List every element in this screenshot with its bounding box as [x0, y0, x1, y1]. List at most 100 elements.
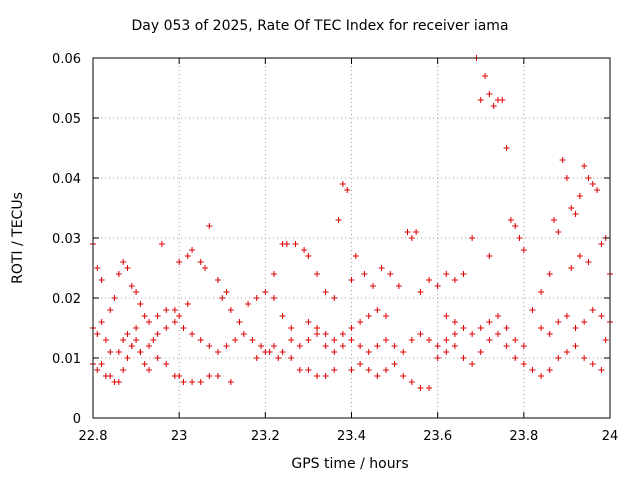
data-point [469, 331, 476, 337]
data-point [296, 343, 303, 349]
data-point [589, 307, 596, 313]
data-point [180, 325, 187, 331]
data-point [529, 307, 536, 313]
data-point [253, 295, 260, 301]
data-point [503, 325, 510, 331]
data-point [404, 229, 411, 235]
data-point [180, 379, 187, 385]
y-tick-label: 0 [73, 412, 81, 427]
data-point [589, 361, 596, 367]
x-tick-label: 23.8 [509, 429, 538, 444]
data-point [494, 313, 501, 319]
data-point [163, 307, 170, 313]
data-point [331, 367, 338, 373]
data-point [460, 271, 467, 277]
data-point [141, 313, 148, 319]
data-point [107, 373, 114, 379]
x-axis-label: GPS time / hours [291, 456, 409, 472]
y-tick-label: 0.01 [52, 352, 81, 367]
data-point [443, 313, 450, 319]
data-point [546, 331, 553, 337]
data-point [374, 307, 381, 313]
data-point [486, 337, 493, 343]
data-point [339, 181, 346, 187]
data-point [443, 271, 450, 277]
data-point [305, 253, 312, 259]
data-point [214, 349, 221, 355]
data-point [305, 367, 312, 373]
data-point [374, 343, 381, 349]
data-point [102, 337, 109, 343]
data-point [206, 223, 213, 229]
data-point [120, 259, 127, 265]
data-point [382, 313, 389, 319]
data-point [94, 265, 101, 271]
data-point [520, 247, 527, 253]
data-point [512, 337, 519, 343]
data-point [137, 349, 144, 355]
data-point [460, 355, 467, 361]
data-point [486, 319, 493, 325]
data-point [206, 343, 213, 349]
data-point [581, 319, 588, 325]
data-point [120, 367, 127, 373]
data-point [572, 343, 579, 349]
data-point [348, 337, 355, 343]
data-point [585, 259, 592, 265]
data-point [572, 325, 579, 331]
data-point [344, 187, 351, 193]
data-point [602, 337, 609, 343]
data-point [451, 277, 458, 283]
data-point [568, 205, 575, 211]
data-point [443, 349, 450, 355]
data-point [486, 91, 493, 97]
data-point [382, 367, 389, 373]
y-tick-label: 0.02 [52, 292, 81, 307]
data-point [365, 367, 372, 373]
data-point [219, 295, 226, 301]
data-point [434, 283, 441, 289]
data-point [98, 361, 105, 367]
data-point [262, 289, 269, 295]
data-point [507, 217, 514, 223]
data-point [598, 367, 605, 373]
data-point [395, 283, 402, 289]
data-point [305, 319, 312, 325]
data-point [520, 361, 527, 367]
data-point [288, 337, 295, 343]
data-point [339, 343, 346, 349]
data-point [550, 217, 557, 223]
y-axis-label: ROTI / TECUs [10, 192, 26, 284]
data-point [469, 361, 476, 367]
data-point [146, 343, 153, 349]
data-point [189, 331, 196, 337]
data-point [176, 373, 183, 379]
data-point [197, 379, 204, 385]
data-point [197, 259, 204, 265]
data-point [357, 343, 364, 349]
y-tick-label: 0.04 [52, 172, 81, 187]
data-point [214, 373, 221, 379]
data-point [408, 235, 415, 241]
data-point [499, 97, 506, 103]
data-point [348, 325, 355, 331]
data-point [288, 355, 295, 361]
data-point [563, 313, 570, 319]
data-point [451, 343, 458, 349]
data-point [598, 313, 605, 319]
data-point [594, 187, 601, 193]
data-point [98, 277, 105, 283]
data-point [538, 325, 545, 331]
data-point [417, 385, 424, 391]
data-point [417, 331, 424, 337]
data-point [124, 355, 131, 361]
data-point [253, 355, 260, 361]
data-point [576, 193, 583, 199]
data-point [585, 175, 592, 181]
data-point [163, 325, 170, 331]
data-point [559, 157, 566, 163]
x-tick-label: 23 [171, 429, 188, 444]
data-point [598, 241, 605, 247]
data-point [555, 229, 562, 235]
